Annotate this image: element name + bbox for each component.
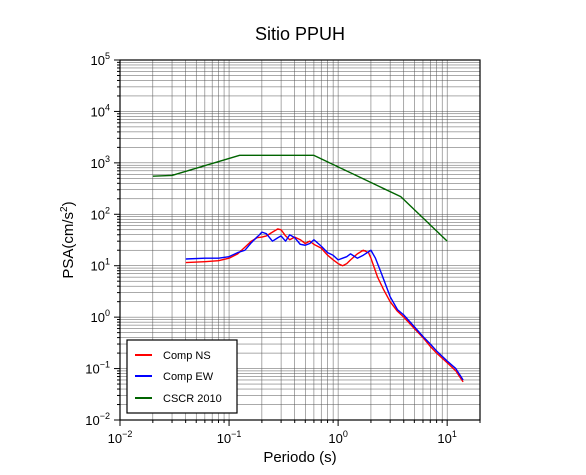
chart-title: Sitio PPUH (255, 24, 345, 44)
y-tick-label: 102 (91, 205, 110, 222)
legend-label-ns: Comp NS (163, 350, 211, 362)
legend-label-ew: Comp EW (163, 371, 214, 383)
y-axis-label-base: PSA(cm/s (60, 212, 77, 279)
y-tick-label: 103 (91, 154, 110, 171)
series-lines (152, 154, 464, 383)
x-tick-label: 101 (437, 429, 456, 446)
y-tick-label: 100 (91, 308, 110, 325)
series-line-comp-ew (185, 231, 464, 381)
y-tick-label: 105 (91, 51, 110, 68)
x-axis-label: Periodo (s) (263, 449, 336, 466)
x-tick-label: 100 (328, 429, 347, 446)
y-tick-label: 10−1 (85, 360, 110, 377)
y-axis-label: PSA(cm/s2) (59, 201, 77, 278)
plot-frame (119, 59, 481, 421)
y-tick-label: 101 (91, 257, 110, 274)
x-tick-label: 10−2 (108, 429, 133, 446)
grid (119, 59, 481, 421)
y-tick-label: 10−2 (85, 411, 110, 428)
y-tick-label: 104 (91, 102, 110, 119)
y-axis-label-sup: 2 (59, 206, 70, 212)
legend-label-cscr: CSCR 2010 (163, 393, 222, 405)
legend: Comp NS Comp EW CSCR 2010 (126, 339, 238, 414)
series-line-cscr-2010 (152, 154, 448, 242)
y-axis-label-tail: ) (60, 201, 77, 206)
x-tick-label: 10−1 (217, 429, 242, 446)
